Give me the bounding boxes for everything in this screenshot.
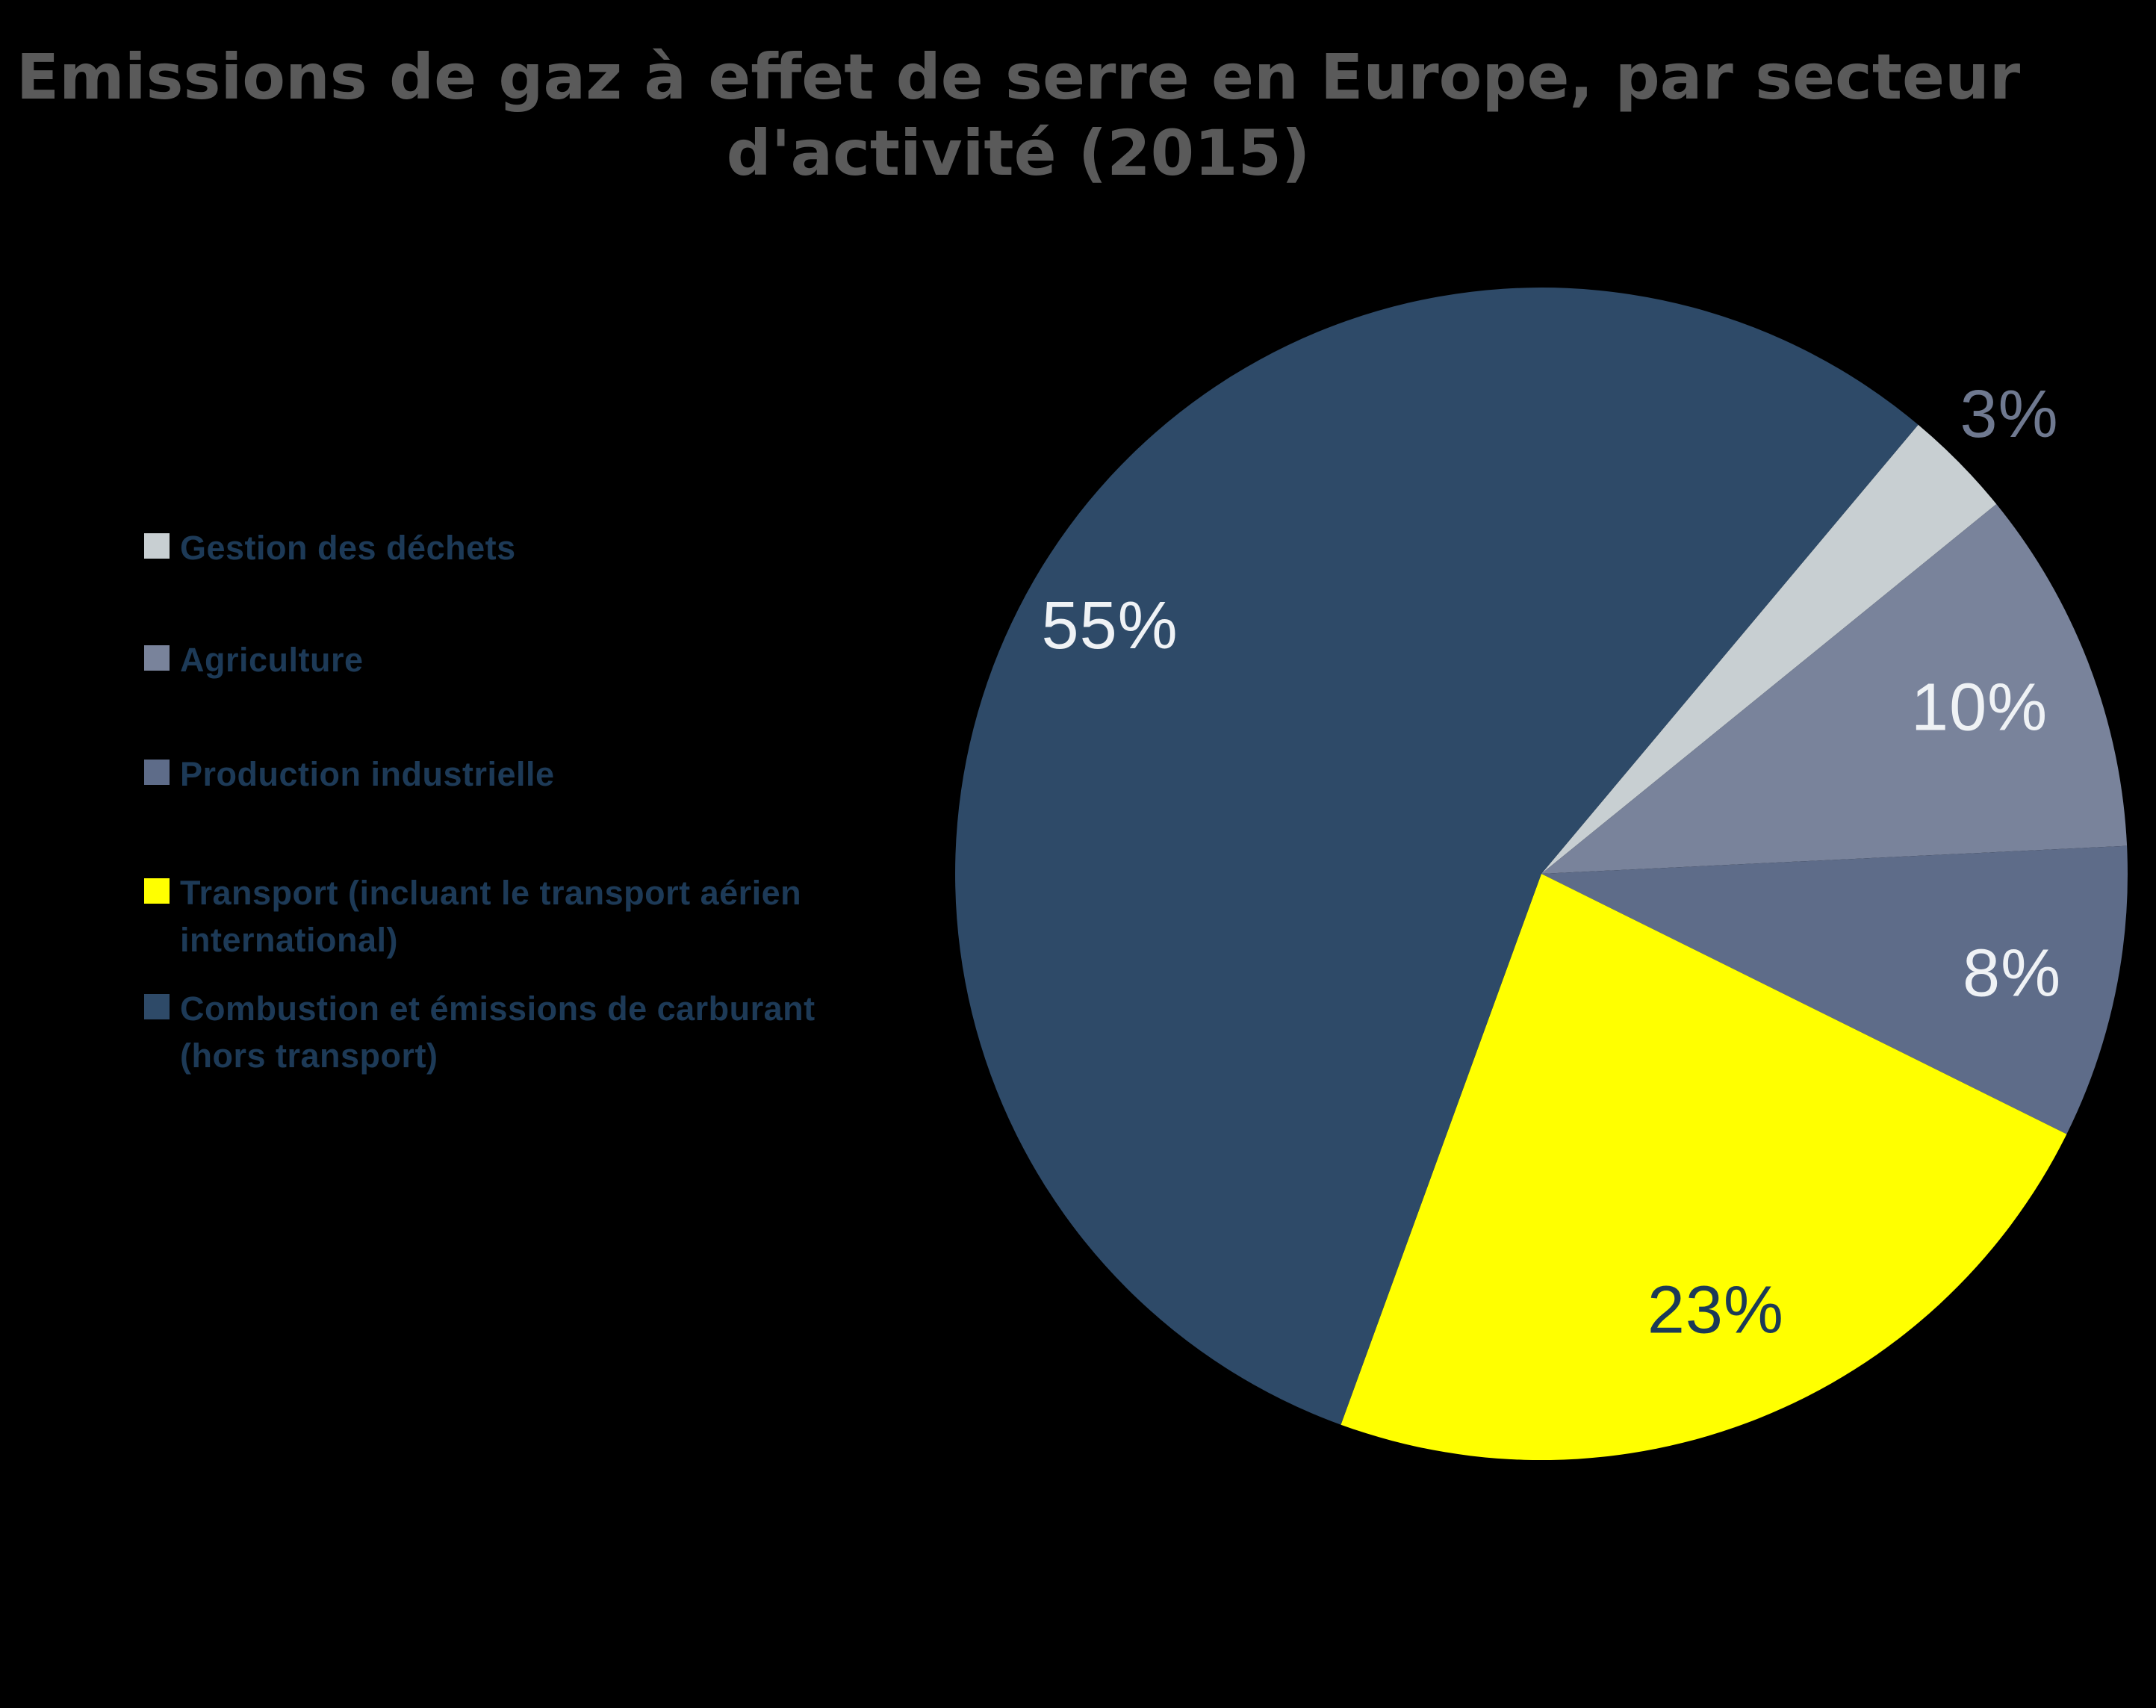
legend-label-gestion-des-dechets: Gestion des déchets <box>180 524 516 571</box>
legend-label-line: international) <box>180 921 399 959</box>
pie-slice-4 <box>955 288 1919 1425</box>
legend-swatch-gestion-des-dechets <box>144 533 170 559</box>
legend-item-transport: Transport (incluant le transport aérien … <box>144 869 801 963</box>
chart-title: Emissions de gaz à effet de serre en Eur… <box>0 39 2037 191</box>
legend-label-transport: Transport (incluant le transport aérien … <box>180 869 801 963</box>
legend-label-line: Production industrielle <box>180 755 555 793</box>
legend-swatch-transport <box>144 878 170 904</box>
legend-label-line: (hors transport) <box>180 1037 438 1075</box>
legend-label-line: Combustion et émissions de carburant <box>180 990 816 1028</box>
pie-slice-0 <box>1541 424 1997 874</box>
pie-slice-2 <box>1541 845 2128 1134</box>
chart-title-line-1: Emissions de gaz à effet de serre en Eur… <box>16 40 2021 114</box>
pie-slice-label-4: 55% <box>1042 589 1178 663</box>
legend-item-production-industrielle: Production industrielle <box>144 751 555 798</box>
legend-label-line: Agriculture <box>180 641 364 679</box>
legend-item-combustion: Combustion et émissions de carburant (ho… <box>144 985 816 1079</box>
chart-title-line-2: d'activité (2015) <box>726 117 1311 190</box>
pie-slice-label-3: 23% <box>1647 1273 1784 1348</box>
legend-swatch-combustion <box>144 994 170 1019</box>
legend-label-line: Transport (incluant le transport aérien <box>180 874 802 912</box>
pie-slice-3 <box>1340 874 2067 1461</box>
legend-label-production-industrielle: Production industrielle <box>180 751 555 798</box>
legend-label-line: Gestion des déchets <box>180 529 516 567</box>
legend-swatch-production-industrielle <box>144 760 170 785</box>
legend-label-combustion: Combustion et émissions de carburant (ho… <box>180 985 816 1079</box>
legend-swatch-agriculture <box>144 645 170 671</box>
pie-slice-label-1: 10% <box>1911 670 2048 745</box>
pie-slice-label-0: 3% <box>1960 377 2059 452</box>
pie-slice-1 <box>1541 504 2128 874</box>
legend-item-gestion-des-dechets: Gestion des déchets <box>144 524 516 571</box>
pie-slice-label-2: 8% <box>1963 936 2061 1010</box>
legend-label-agriculture: Agriculture <box>180 636 364 683</box>
legend-item-agriculture: Agriculture <box>144 636 364 683</box>
